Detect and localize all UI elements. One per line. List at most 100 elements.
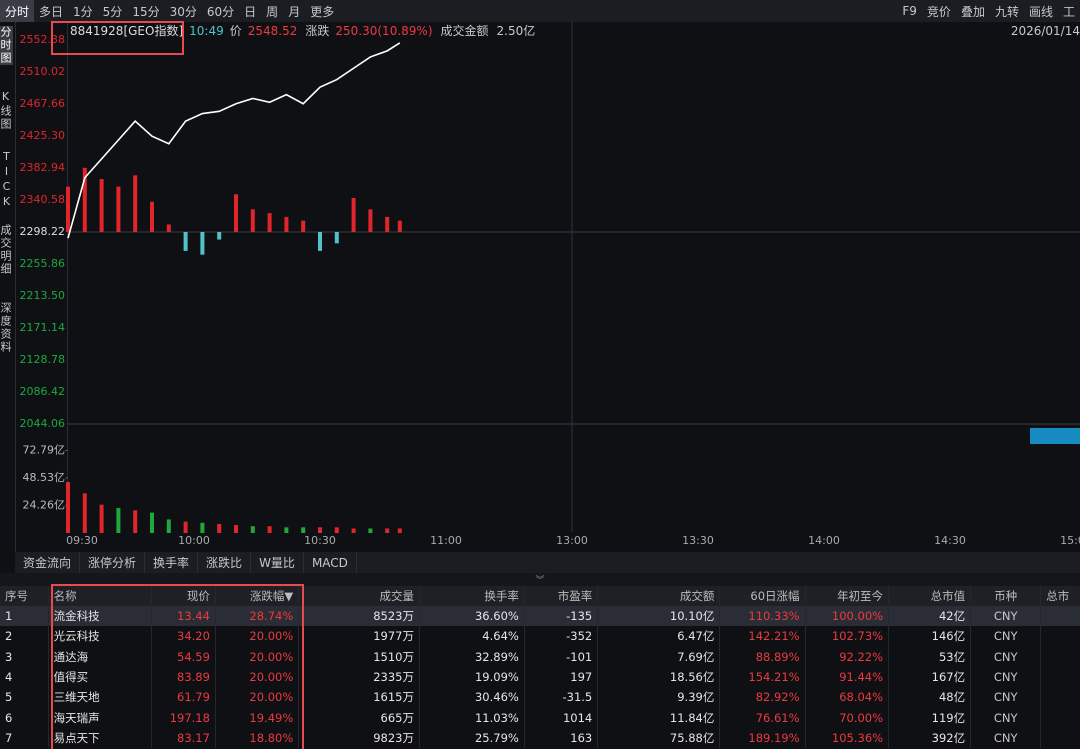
cell: CNY bbox=[970, 687, 1042, 708]
side-tab[interactable]: TICK bbox=[0, 150, 13, 210]
tab[interactable]: 60分 bbox=[206, 4, 235, 19]
tab[interactable]: 日 bbox=[244, 4, 257, 19]
tab[interactable]: W量比 bbox=[251, 552, 304, 573]
volume-bar bbox=[133, 510, 138, 533]
volume-bar bbox=[351, 528, 356, 533]
row[interactable]: 3 通达海 54.59 20.00% 1510万 32.89% -101 7.69亿 88.89… bbox=[0, 646, 1080, 667]
stock-table: 序号 名称 现价 涨跌幅▼ 成交量 换手率 市盈率 成交额 60日涨幅 年初至今 总市值 币种 总市 1 流… bbox=[0, 586, 1080, 749]
volume-bar bbox=[368, 528, 373, 533]
tab[interactable]: 30分 bbox=[169, 4, 197, 19]
tab[interactable]: 15分 bbox=[132, 4, 160, 19]
tool[interactable]: F9 bbox=[902, 4, 917, 18]
row[interactable]: 2 光云科技 34.20 20.00% 1977万 4.64% -352 6.47亿 142.2… bbox=[0, 626, 1080, 647]
tab[interactable]: 分时 bbox=[0, 0, 35, 22]
tab[interactable]: 5分 bbox=[102, 4, 123, 19]
cell: 32.89% bbox=[419, 646, 525, 667]
breadth-bar bbox=[318, 232, 322, 251]
row[interactable]: 6 海天瑞声 197.18 19.49% 665万 11.03% 1014 11.84亿 76.… bbox=[0, 707, 1080, 728]
cell: 18.80% bbox=[215, 727, 300, 749]
collapse[interactable]: ︾ bbox=[0, 573, 1080, 586]
header-cell[interactable]: 币种 bbox=[970, 586, 1042, 606]
cell bbox=[1040, 727, 1080, 749]
y-tick-label: 2552.38 bbox=[20, 33, 66, 46]
cell: 19.49% bbox=[215, 707, 300, 728]
cell: 10.10亿 bbox=[597, 606, 721, 627]
tab[interactable]: 换手率 bbox=[145, 552, 199, 573]
x-tick-label: 11:00 bbox=[430, 534, 462, 547]
breadth-bar bbox=[301, 220, 306, 232]
tool[interactable]: 叠加 bbox=[960, 4, 985, 19]
tab[interactable]: MACD bbox=[304, 552, 357, 573]
header-cell[interactable]: 涨跌幅▼ bbox=[215, 586, 300, 606]
header-cell[interactable]: 成交额 bbox=[597, 586, 721, 606]
cell: 36.60% bbox=[419, 606, 525, 627]
y-tick-label: 2298.22 bbox=[20, 225, 66, 238]
cell: CNY bbox=[970, 646, 1042, 667]
widget[interactable] bbox=[1030, 428, 1080, 444]
header-cell[interactable]: 总市值 bbox=[888, 586, 972, 606]
header-cell[interactable]: 序号 bbox=[0, 586, 49, 606]
cell: CNY bbox=[970, 727, 1042, 749]
row[interactable]: 5 三维天地 61.79 20.00% 1615万 30.46% -31.5 9.39亿 82.… bbox=[0, 687, 1080, 708]
cell: 42亿 bbox=[888, 606, 972, 627]
breadth-bar bbox=[334, 232, 339, 244]
breadth-bar bbox=[267, 213, 272, 232]
volume-bar bbox=[66, 481, 70, 533]
volume-tick-label: 24.26亿 bbox=[23, 499, 66, 512]
side-tab[interactable]: 成交明细 bbox=[0, 224, 12, 276]
breadth-bar bbox=[284, 216, 289, 232]
cell: 110.33% bbox=[719, 606, 806, 627]
breadth-bar bbox=[99, 179, 104, 232]
tab[interactable]: 更多 bbox=[310, 4, 335, 19]
breadth-bar bbox=[150, 201, 154, 232]
tab[interactable]: 周 bbox=[266, 4, 279, 19]
tool[interactable]: 画线 bbox=[1028, 4, 1053, 19]
tab[interactable]: 月 bbox=[288, 4, 301, 19]
cell: 163 bbox=[524, 727, 599, 749]
x-tick-label: 14:30 bbox=[934, 534, 966, 547]
side-tab[interactable]: 深度资料 bbox=[0, 302, 12, 354]
cell: 70.00% bbox=[805, 707, 890, 728]
intraday-chart: 2552.38 2510.02 2467.66 2425.30 2382.94 2340.… bbox=[15, 22, 1080, 552]
cell: CNY bbox=[970, 626, 1042, 647]
row[interactable]: 7 易点天下 83.17 18.80% 9823万 25.79% 163 75.88亿 189.… bbox=[0, 727, 1080, 749]
cell: 76.61% bbox=[719, 707, 806, 728]
side-tab[interactable]: K线图 bbox=[0, 90, 12, 131]
date: 2026/01/14 bbox=[1010, 23, 1080, 38]
cell: 6 bbox=[0, 707, 49, 728]
tab[interactable]: 资金流向 bbox=[15, 552, 81, 573]
header-cell[interactable]: 年初至今 bbox=[805, 586, 890, 606]
cell: 20.00% bbox=[215, 646, 300, 667]
cell: 1977万 bbox=[298, 626, 420, 647]
cell bbox=[1040, 606, 1080, 627]
cell: -101 bbox=[524, 646, 599, 667]
cell: 流金科技 bbox=[48, 606, 153, 627]
header-cell[interactable]: 60日涨幅 bbox=[719, 586, 806, 606]
header-cell[interactable]: 成交量 bbox=[298, 586, 420, 606]
tab[interactable]: 涨停分析 bbox=[80, 552, 146, 573]
header-cell[interactable]: 名称 bbox=[48, 586, 153, 606]
axis-border bbox=[67, 22, 68, 532]
cell: 7 bbox=[0, 727, 49, 749]
cell: CNY bbox=[970, 707, 1042, 728]
tool[interactable]: 竞价 bbox=[926, 4, 951, 19]
row[interactable]: 1 流金科技 13.44 28.74% 8523万 36.60% -135 10.10亿 110… bbox=[0, 606, 1080, 627]
cell: 4 bbox=[0, 666, 49, 688]
tab[interactable]: 多日 bbox=[39, 4, 64, 19]
cell: 9823万 bbox=[298, 727, 420, 749]
row[interactable]: 4 值得买 83.89 20.00% 2335万 19.09% 197 18.56亿 154.2… bbox=[0, 666, 1080, 688]
cell: 1014 bbox=[524, 707, 599, 728]
code: 8841928[GEO指数] bbox=[70, 24, 184, 38]
header-cell[interactable]: 总市 bbox=[1040, 586, 1080, 606]
tool[interactable]: 九转 bbox=[994, 4, 1019, 19]
tool[interactable]: 工 bbox=[1062, 4, 1075, 19]
header-cell[interactable]: 市盈率 bbox=[524, 586, 599, 606]
cell: 1510万 bbox=[298, 646, 420, 667]
side-tab[interactable]: 分时图 bbox=[0, 26, 13, 65]
tab[interactable]: 1分 bbox=[73, 4, 93, 19]
header-cell[interactable]: 换手率 bbox=[419, 586, 525, 606]
tab[interactable]: 涨跌比 bbox=[198, 552, 252, 573]
header-cell[interactable]: 现价 bbox=[151, 586, 216, 606]
cell: 11.84亿 bbox=[597, 707, 721, 728]
